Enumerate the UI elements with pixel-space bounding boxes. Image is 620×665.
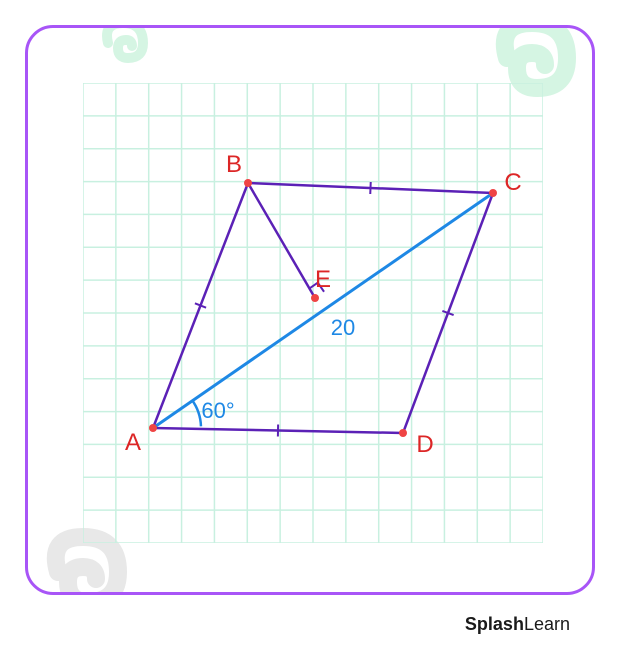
brand-logo: SplashLearn <box>465 614 570 635</box>
brand-bold: Splash <box>465 614 524 634</box>
diagram-area: ABCDE60°20 <box>83 83 543 543</box>
deco-blob-top-left <box>98 25 148 68</box>
brand-light: Learn <box>524 614 570 634</box>
geometry-diagram <box>83 83 543 543</box>
diagram-frame: ABCDE60°20 <box>25 25 595 595</box>
